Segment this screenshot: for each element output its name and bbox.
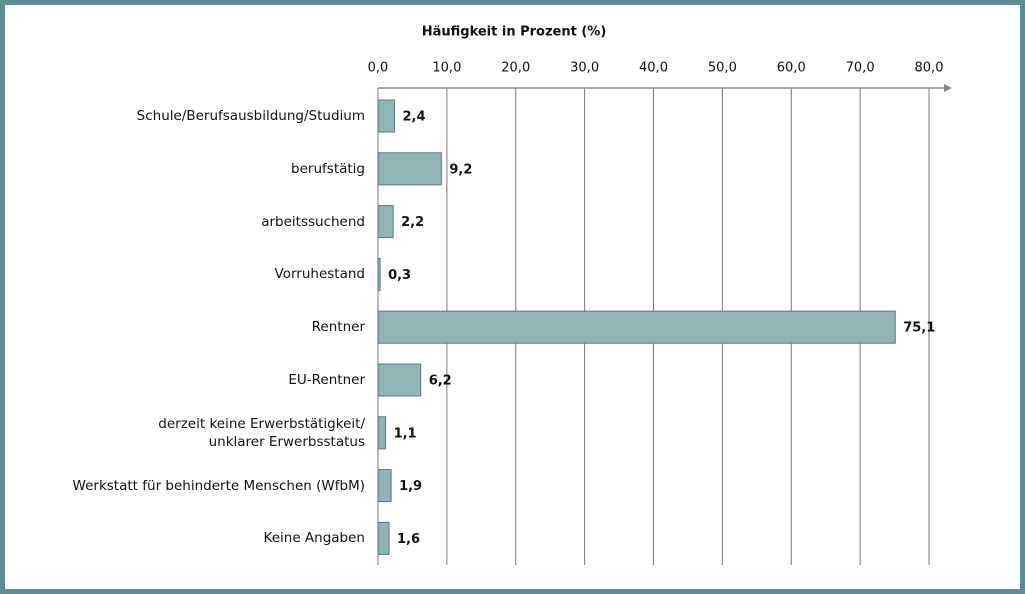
bar — [377, 521, 390, 555]
category-label: Werkstatt für behinderte Menschen (WfbM) — [72, 477, 365, 494]
category-label: derzeit keine Erwerbstätigkeit/ unklarer… — [158, 415, 365, 450]
category-label: Vorruhestand — [274, 266, 365, 283]
value-label: 1,9 — [399, 479, 422, 494]
bar — [377, 205, 394, 239]
category-label: berufstätig — [291, 160, 365, 177]
value-label: 1,1 — [394, 426, 417, 441]
bar — [377, 152, 442, 186]
x-tick-label: 30,0 — [570, 61, 599, 76]
category-label: Schule/Berufsausbildung/Studium — [136, 108, 365, 124]
background — [5, 5, 1020, 589]
value-label: 0,3 — [388, 268, 411, 283]
category-label: Rentner — [311, 319, 365, 336]
bar — [377, 99, 396, 133]
category-label: arbeitssuchend — [261, 213, 365, 230]
axis-arrow — [944, 84, 952, 92]
x-tick-label: 10,0 — [432, 61, 461, 76]
value-label: 2,2 — [401, 215, 424, 230]
x-tick-label: 60,0 — [777, 61, 806, 76]
bar — [377, 257, 381, 291]
value-label: 1,6 — [397, 532, 420, 547]
x-tick-label: 40,0 — [639, 61, 668, 76]
category-label: Keine Angaben — [263, 530, 365, 547]
bar — [377, 310, 896, 344]
value-label: 9,2 — [449, 162, 472, 177]
value-label: 6,2 — [429, 374, 452, 389]
bar — [377, 363, 422, 397]
chart-title: Häufigkeit in Prozent (%) — [422, 25, 607, 40]
bar — [377, 416, 387, 450]
x-tick-label: 50,0 — [708, 61, 737, 76]
value-label: 2,4 — [403, 110, 426, 125]
x-tick-label: 20,0 — [501, 61, 530, 76]
x-tick-label: 0,0 — [368, 61, 389, 76]
x-tick-label: 80,0 — [915, 61, 944, 76]
value-label: 75,1 — [903, 321, 935, 336]
bar — [377, 469, 392, 503]
x-tick-label: 70,0 — [846, 61, 875, 76]
category-label: EU-Rentner — [288, 372, 365, 388]
